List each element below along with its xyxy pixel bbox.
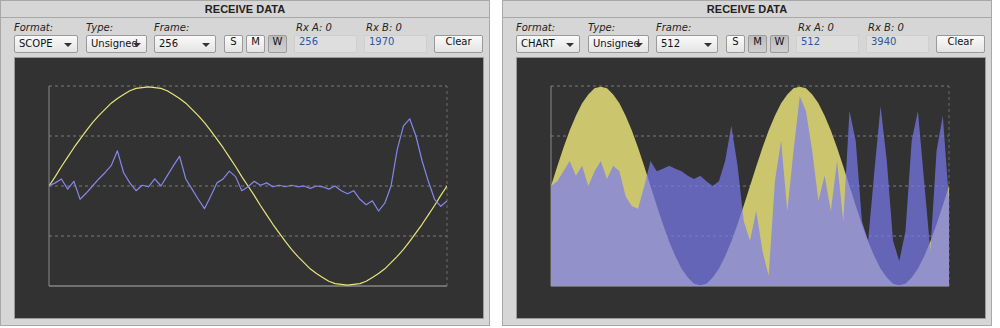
frame-label: Frame: xyxy=(656,22,691,34)
dropdown-arrow xyxy=(64,43,72,47)
grid-line xyxy=(551,86,949,87)
toggle-button[interactable]: S xyxy=(224,35,243,53)
clear-button[interactable]: Clear xyxy=(434,35,483,53)
series-area xyxy=(551,96,949,286)
series-area xyxy=(551,87,949,286)
rx-value: 512 xyxy=(796,35,859,53)
dropdown[interactable]: 256 xyxy=(154,35,216,53)
toggle-button[interactable]: S xyxy=(726,35,745,53)
chart-area xyxy=(516,57,986,319)
dropdown-arrow xyxy=(133,43,141,47)
grid-line xyxy=(49,236,447,237)
chart xyxy=(15,58,483,318)
dropdown-value: Unsigned xyxy=(593,38,640,51)
rx-b-label: Rx B: 0 xyxy=(868,22,904,34)
panel: RECEIVE DATA Format: Type: Frame: Rx A: 0 Rx … xyxy=(502,0,992,326)
dropdown-arrow xyxy=(704,43,712,47)
header-rule xyxy=(503,17,991,18)
dropdown-value: SCOPE xyxy=(19,38,53,51)
format-label: Format: xyxy=(14,22,53,34)
grid-line xyxy=(49,86,447,87)
grid-line xyxy=(49,136,447,137)
axis-line xyxy=(49,286,447,287)
plot-marks xyxy=(551,87,949,286)
grid-line xyxy=(49,286,447,287)
chart-area xyxy=(14,57,484,319)
series-line xyxy=(49,119,447,211)
rx-value: 3940 xyxy=(866,35,929,53)
panel-title: RECEIVE DATA xyxy=(503,3,991,17)
rx-value: 256 xyxy=(294,35,357,53)
panel: RECEIVE DATA Format: Type: Frame: Rx A: 0 Rx … xyxy=(0,0,490,326)
toggle-button[interactable]: M xyxy=(748,35,767,53)
dropdown-value: CHART xyxy=(521,38,555,51)
screen: RECEIVE DATA Format: Type: Frame: Rx A: 0 Rx … xyxy=(0,0,1000,328)
dropdown-value: Unsigned xyxy=(91,38,138,51)
rx-a-label: Rx A: 0 xyxy=(296,22,332,34)
dropdown[interactable]: Unsigned xyxy=(588,35,649,53)
dropdown[interactable]: CHART xyxy=(516,35,580,53)
rx-a-label: Rx A: 0 xyxy=(798,22,834,34)
dropdown[interactable]: 512 xyxy=(656,35,718,53)
series-line xyxy=(49,87,447,285)
rx-b-label: Rx B: 0 xyxy=(366,22,402,34)
toggle-button[interactable]: W xyxy=(770,35,789,53)
chart xyxy=(517,58,985,318)
clear-button[interactable]: Clear xyxy=(936,35,985,53)
toggle-button[interactable]: W xyxy=(268,35,287,53)
dropdown-arrow xyxy=(202,43,210,47)
plot-marks xyxy=(49,87,447,285)
toggle-button[interactable]: M xyxy=(246,35,265,53)
dropdown-value: 256 xyxy=(159,38,178,51)
format-label: Format: xyxy=(516,22,555,34)
dropdown-arrow xyxy=(635,43,643,47)
rx-value: 1970 xyxy=(364,35,427,53)
dropdown[interactable]: Unsigned xyxy=(86,35,147,53)
panel-title: RECEIVE DATA xyxy=(1,3,489,17)
header-rule xyxy=(1,17,489,18)
frame-label: Frame: xyxy=(154,22,189,34)
dropdown-value: 512 xyxy=(661,38,680,51)
type-label: Type: xyxy=(86,22,113,34)
dropdown[interactable]: SCOPE xyxy=(14,35,78,53)
dropdown-arrow xyxy=(566,43,574,47)
type-label: Type: xyxy=(588,22,615,34)
